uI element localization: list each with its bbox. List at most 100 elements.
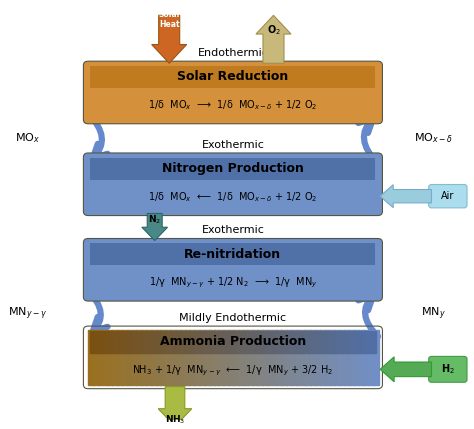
- Polygon shape: [142, 214, 167, 241]
- Bar: [310, 330, 316, 384]
- Bar: [175, 330, 181, 384]
- Bar: [165, 330, 171, 384]
- Bar: [323, 331, 329, 353]
- Bar: [157, 331, 163, 353]
- Bar: [133, 331, 139, 353]
- FancyBboxPatch shape: [428, 184, 467, 208]
- Bar: [228, 330, 234, 384]
- Bar: [358, 330, 364, 384]
- Bar: [352, 331, 357, 353]
- Bar: [219, 330, 224, 384]
- Bar: [296, 330, 301, 384]
- Bar: [286, 330, 292, 384]
- Bar: [105, 331, 110, 353]
- Bar: [347, 331, 353, 353]
- Bar: [98, 330, 103, 384]
- Text: MO$_x$: MO$_x$: [15, 131, 40, 145]
- Bar: [238, 330, 244, 384]
- FancyBboxPatch shape: [83, 153, 383, 215]
- Text: Ammonia Production: Ammonia Production: [160, 335, 306, 348]
- Bar: [257, 331, 263, 353]
- Bar: [209, 331, 215, 353]
- Bar: [320, 330, 326, 384]
- Bar: [305, 330, 311, 384]
- Bar: [334, 330, 340, 384]
- Text: Nitrogen Production: Nitrogen Production: [162, 162, 304, 175]
- Bar: [247, 331, 253, 353]
- FancyBboxPatch shape: [83, 239, 383, 301]
- Bar: [119, 331, 125, 353]
- Bar: [180, 330, 186, 384]
- Bar: [285, 331, 291, 353]
- Bar: [295, 331, 301, 353]
- Bar: [112, 330, 118, 384]
- Bar: [272, 330, 277, 384]
- Bar: [342, 331, 348, 353]
- Text: Solar Reduction: Solar Reduction: [177, 70, 289, 83]
- Bar: [95, 331, 101, 353]
- Bar: [368, 330, 374, 384]
- Bar: [138, 331, 144, 353]
- Bar: [333, 331, 338, 353]
- Bar: [109, 331, 115, 353]
- Bar: [262, 331, 267, 353]
- Bar: [349, 330, 355, 384]
- Bar: [337, 331, 343, 353]
- Polygon shape: [152, 15, 187, 63]
- Bar: [344, 330, 350, 384]
- Text: Air: Air: [441, 191, 455, 201]
- Bar: [325, 330, 330, 384]
- Bar: [152, 331, 158, 353]
- Text: 1/δ  MO$_x$  ⟵  1/δ  MO$_{x-δ}$ + 1/2 O$_2$: 1/δ MO$_x$ ⟵ 1/δ MO$_{x-δ}$ + 1/2 O$_2$: [148, 190, 318, 204]
- Bar: [151, 330, 156, 384]
- Bar: [266, 331, 272, 353]
- Bar: [237, 331, 243, 353]
- Bar: [262, 330, 268, 384]
- Bar: [276, 331, 282, 353]
- Bar: [328, 331, 334, 353]
- Bar: [233, 330, 239, 384]
- Bar: [131, 330, 137, 384]
- Bar: [363, 330, 369, 384]
- Bar: [373, 330, 379, 384]
- Bar: [190, 330, 195, 384]
- Bar: [117, 330, 123, 384]
- Bar: [93, 330, 99, 384]
- Bar: [371, 331, 376, 353]
- Bar: [170, 330, 176, 384]
- Text: MN$_y$: MN$_y$: [421, 305, 446, 322]
- Bar: [243, 330, 248, 384]
- Bar: [209, 330, 215, 384]
- Text: MN$_{y-\gamma}$: MN$_{y-\gamma}$: [8, 305, 47, 322]
- Bar: [356, 331, 362, 353]
- Bar: [276, 330, 282, 384]
- Polygon shape: [380, 185, 431, 208]
- Bar: [366, 331, 372, 353]
- Bar: [199, 330, 205, 384]
- Bar: [219, 331, 224, 353]
- Bar: [122, 330, 128, 384]
- Bar: [127, 330, 132, 384]
- Polygon shape: [158, 387, 192, 426]
- Bar: [354, 330, 359, 384]
- Polygon shape: [256, 15, 291, 63]
- Bar: [166, 331, 172, 353]
- Bar: [314, 331, 319, 353]
- Bar: [147, 331, 153, 353]
- Bar: [102, 330, 109, 384]
- FancyBboxPatch shape: [83, 61, 383, 124]
- Bar: [329, 330, 335, 384]
- Text: Re-nitridation: Re-nitridation: [184, 248, 282, 260]
- Bar: [137, 330, 142, 384]
- Text: NH$_3$ + 1/γ  MN$_{y-γ}$  ⟵  1/γ  MN$_y$ + 3/2 H$_2$: NH$_3$ + 1/γ MN$_{y-γ}$ ⟵ 1/γ MN$_y$ + 3…: [132, 363, 334, 378]
- Bar: [190, 331, 196, 353]
- Bar: [176, 331, 182, 353]
- Bar: [143, 331, 148, 353]
- Bar: [100, 331, 106, 353]
- Bar: [304, 331, 310, 353]
- Bar: [91, 244, 375, 266]
- Text: Exothermic: Exothermic: [201, 225, 264, 235]
- Bar: [242, 331, 248, 353]
- Bar: [339, 330, 345, 384]
- Bar: [91, 331, 96, 353]
